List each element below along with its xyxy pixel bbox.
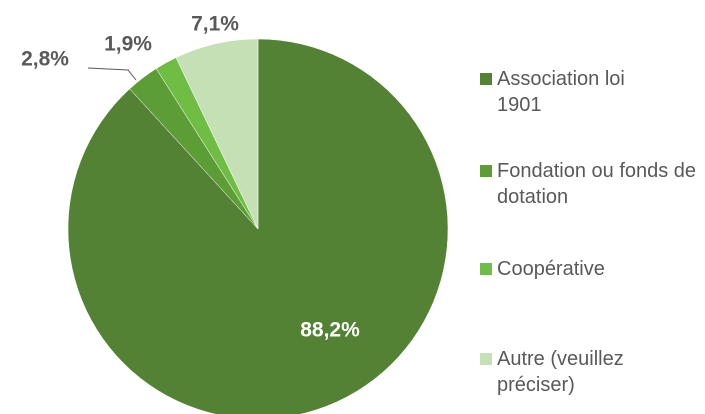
- legend-item: Autre (veuillez préciser): [480, 346, 700, 398]
- pie-slice: [175, 38, 259, 230]
- legend-label: Fondation ou fonds de dotation: [497, 160, 697, 208]
- data-label: 88,2%: [300, 319, 360, 342]
- legend-swatch: [480, 353, 492, 365]
- data-label: 2,8%: [21, 48, 69, 71]
- data-label: 1,9%: [104, 33, 152, 56]
- legend-label: Association loi 1901: [497, 68, 625, 116]
- legend-swatch: [480, 73, 492, 85]
- legend-item: Association loi 1901: [480, 66, 700, 118]
- leader-line: [87, 67, 137, 81]
- legend-swatch: [480, 165, 492, 177]
- legend-swatch: [480, 263, 492, 275]
- data-label: 7,1%: [191, 13, 239, 36]
- legend-label: Autre (veuillez préciser): [497, 348, 624, 396]
- legend-item: Fondation ou fonds de dotation: [480, 158, 700, 210]
- legend-label: Coopérative: [497, 258, 605, 280]
- legend-item: Coopérative: [480, 256, 700, 282]
